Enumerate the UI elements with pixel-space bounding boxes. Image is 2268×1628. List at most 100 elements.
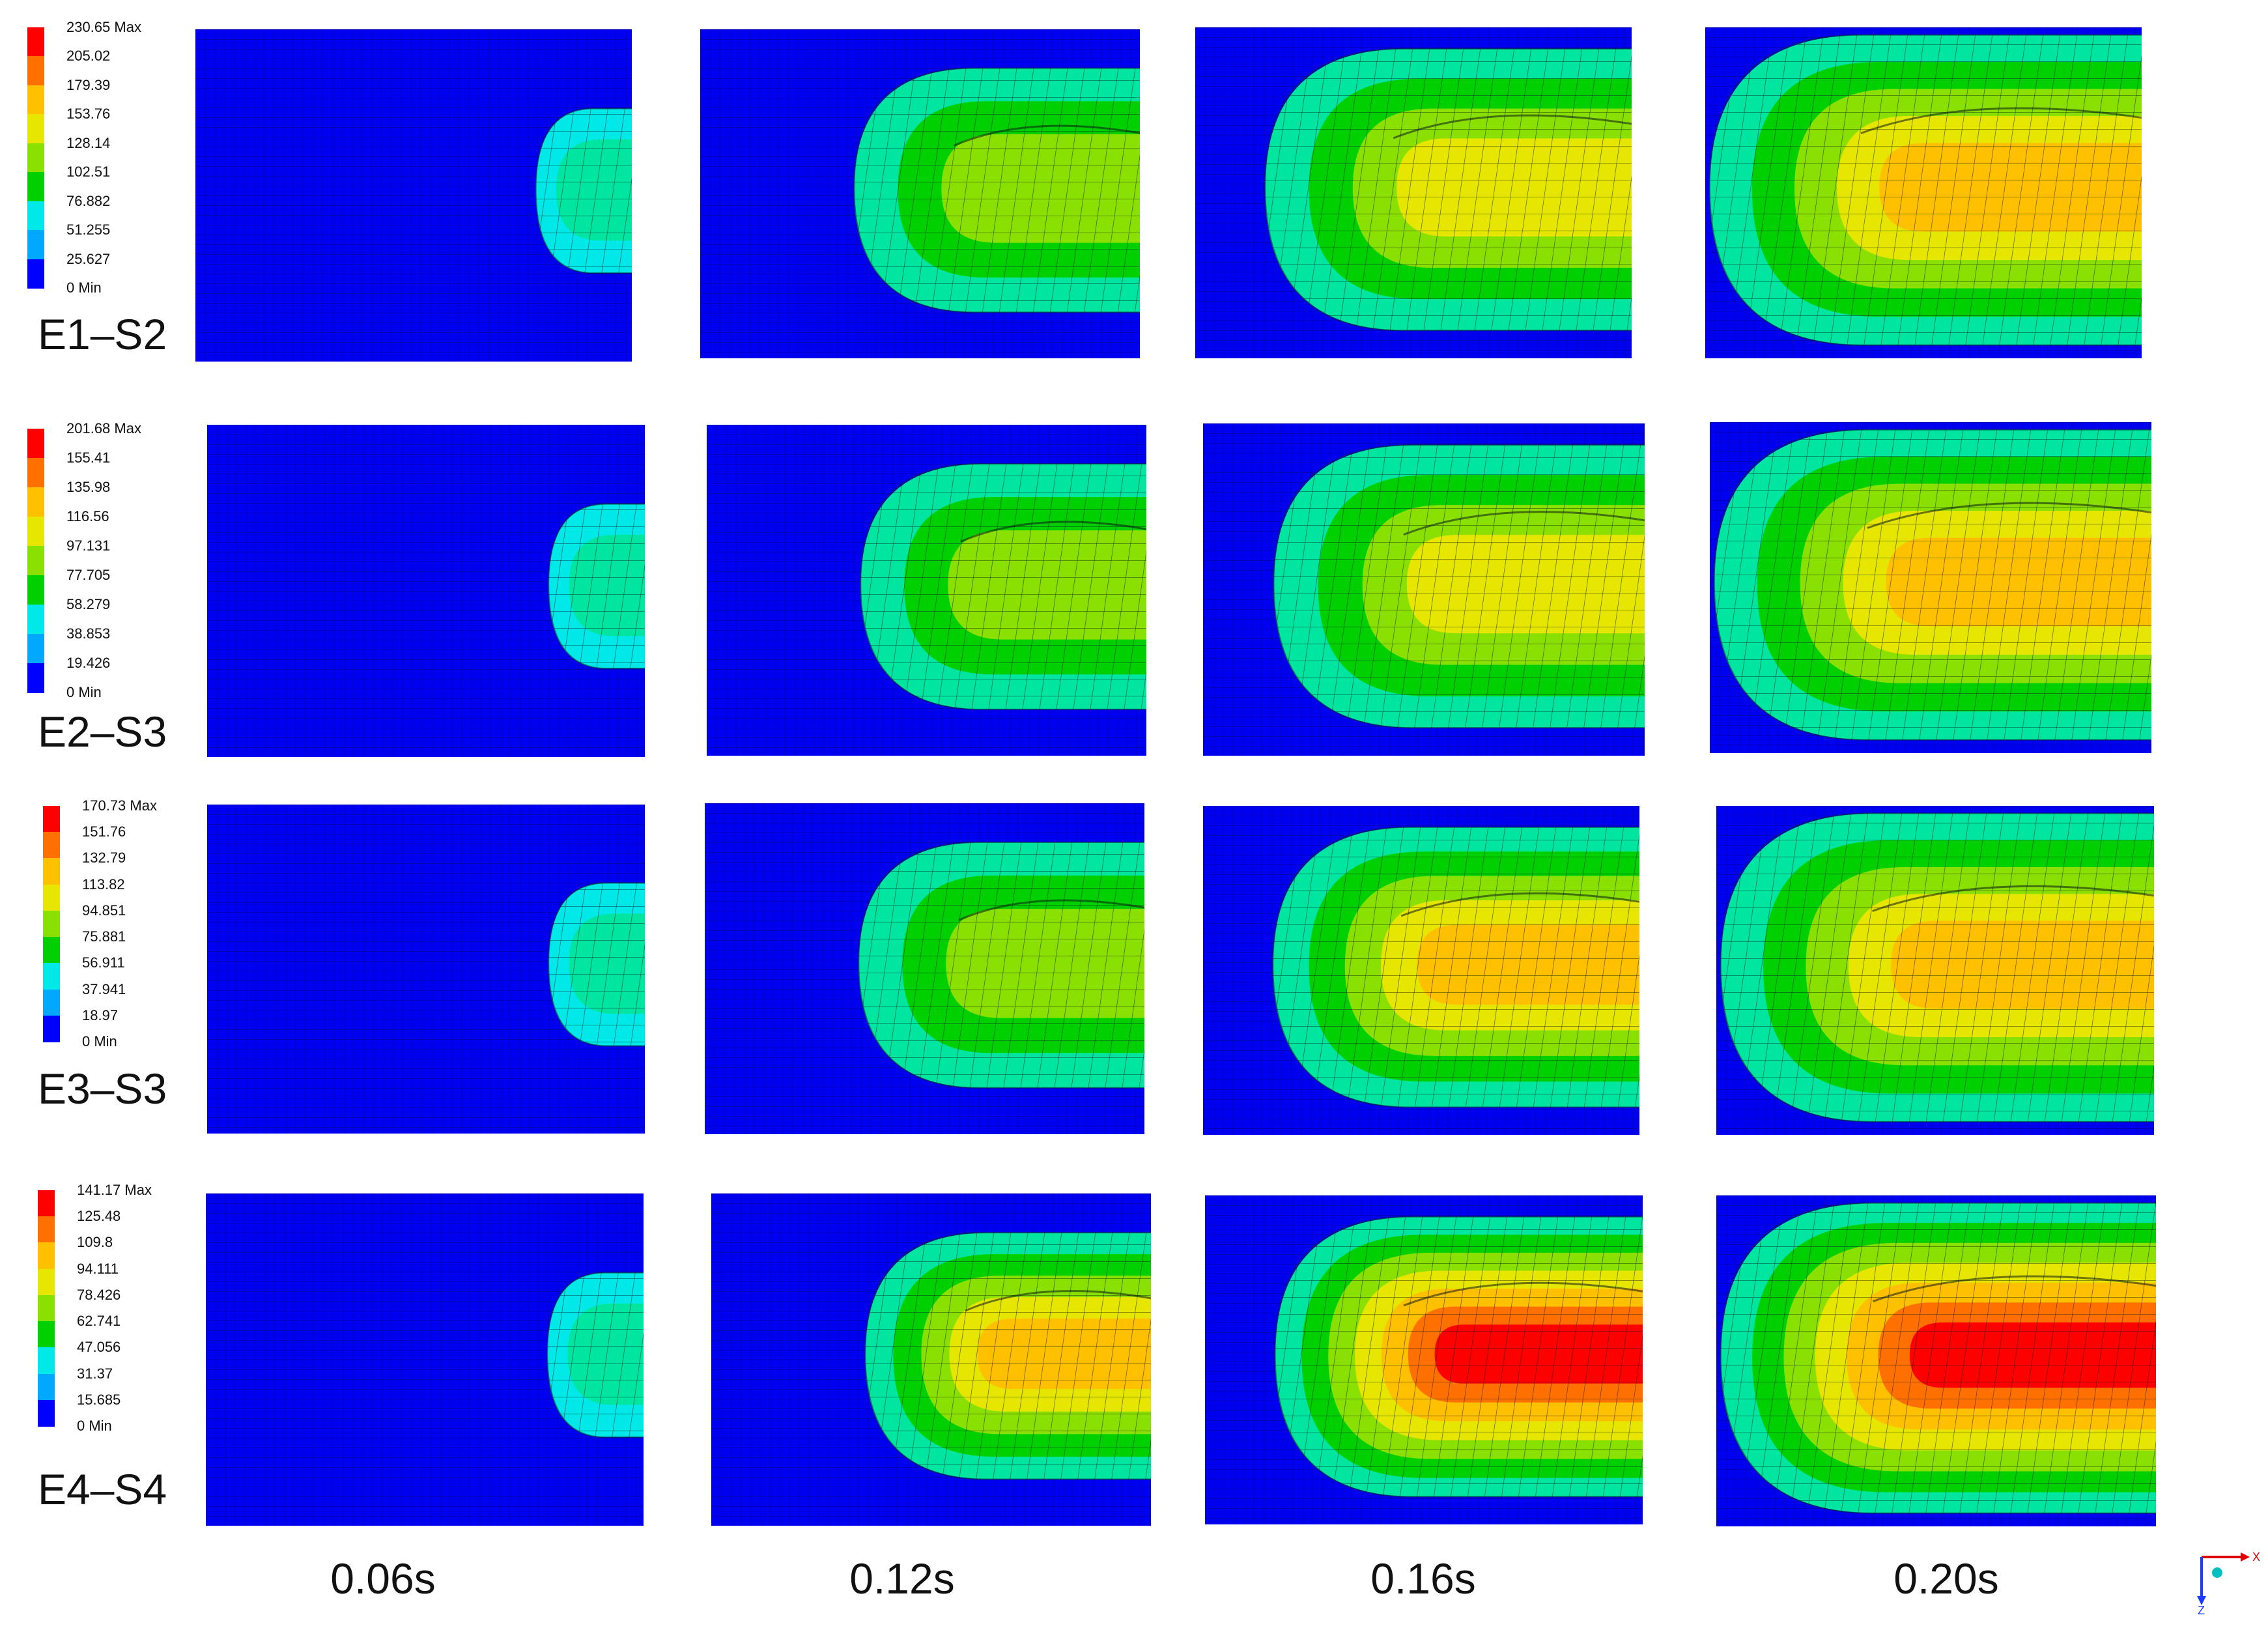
row-label-e4-s4: E4–S4 [38, 1465, 167, 1513]
legend-swatch [38, 1268, 55, 1296]
legend-value: 113.82 [82, 876, 125, 893]
contour-panel-r3-t1 [207, 805, 645, 1134]
legend-value: 170.73 Max [82, 797, 157, 814]
contour-panel-r3-t4 [1716, 806, 2154, 1135]
legend-value: 94.111 [77, 1260, 119, 1277]
legend-swatch [43, 989, 60, 1016]
contour-panel-r1-t3 [1195, 27, 1632, 358]
axis-z-label: Z [2198, 1604, 2205, 1616]
row-label-e1-s2: E1–S2 [38, 310, 167, 358]
legend-swatch [27, 517, 44, 547]
legend-value: 102.51 [66, 164, 111, 180]
contour-panel-r3-t2 [705, 803, 1144, 1134]
legend-value: 37.941 [82, 980, 126, 997]
contour-panel-r3-t3 [1203, 806, 1639, 1135]
legend-value: 135.98 [66, 479, 111, 495]
contour-panel-r1-t1 [195, 29, 632, 362]
legend-swatch [43, 1015, 60, 1042]
axis-triad-icon: X Z [2197, 1550, 2260, 1616]
legend-value: 153.76 [66, 106, 111, 122]
legend-swatch [27, 259, 44, 289]
legend-value: 31.37 [77, 1365, 113, 1382]
legend-swatch [27, 663, 44, 693]
contour-panel-r4-t1 [206, 1193, 644, 1526]
legend-swatch [38, 1294, 55, 1322]
legend-swatch [27, 546, 44, 576]
legend-value: 230.65 Max [66, 19, 141, 35]
legend-swatch [38, 1347, 55, 1375]
legend-value: 151.76 [82, 823, 126, 840]
legend-value: 62.741 [77, 1313, 121, 1330]
row-label-e2-s3: E2–S3 [38, 707, 167, 756]
legend-swatch [43, 910, 60, 938]
time-label-020: 0.20s [1893, 1554, 1999, 1603]
legend-swatch [38, 1373, 55, 1401]
legend-value: 0 Min [77, 1418, 112, 1434]
legend-value: 18.97 [82, 1007, 119, 1023]
legend-swatch [27, 487, 44, 517]
legend-swatch [27, 56, 44, 86]
legend-swatch [43, 806, 60, 833]
time-label-012: 0.12s [849, 1554, 955, 1603]
legend-value: 76.882 [66, 192, 111, 209]
legend-swatch [43, 963, 60, 990]
time-label-006: 0.06s [330, 1554, 436, 1603]
row-label-e3-s3: E3–S3 [38, 1064, 167, 1113]
contour-panel-r4-t4 [1716, 1195, 2156, 1526]
legend-swatch [27, 201, 44, 231]
contour-panel-r2-t4 [1710, 422, 2151, 753]
legend-value: 78.426 [77, 1286, 121, 1303]
contour-panel-r4-t3 [1205, 1195, 1643, 1524]
contour-panel-r2-t3 [1203, 423, 1645, 756]
legend-swatch [27, 634, 44, 664]
legend-value: 201.68 Max [66, 420, 141, 436]
legend-swatch [38, 1399, 55, 1427]
legend-value: 141.17 Max [77, 1182, 152, 1198]
legend-value: 51.255 [66, 221, 111, 238]
legend-value: 15.685 [77, 1391, 121, 1408]
legend-value: 94.851 [82, 902, 126, 919]
legend-swatch [27, 458, 44, 488]
legend-value: 56.911 [82, 954, 125, 971]
legend-value: 75.881 [82, 928, 126, 945]
legend-swatch [27, 172, 44, 202]
legend-value: 0 Min [66, 279, 102, 296]
legend-value: 19.426 [66, 655, 111, 671]
legend-swatch [27, 85, 44, 115]
contour-panel-r2-t1 [207, 425, 645, 757]
legend-swatch [38, 1242, 55, 1270]
contour-panel-r1-t4 [1705, 27, 2142, 358]
legend-swatch [27, 230, 44, 260]
legend-value: 58.279 [66, 596, 111, 612]
contour-panel-r2-t2 [707, 425, 1146, 756]
legend-swatch [43, 884, 60, 911]
contour-panel-r1-t2 [700, 29, 1140, 358]
legend-value: 132.79 [82, 850, 126, 866]
legend-value: 0 Min [82, 1033, 117, 1050]
legend-swatch [38, 1321, 55, 1349]
legend-swatch [27, 27, 44, 57]
legend-value: 109.8 [77, 1234, 113, 1251]
axis-x-label: X [2252, 1550, 2260, 1564]
time-label-016: 0.16s [1370, 1554, 1476, 1603]
legend-swatch [27, 114, 44, 144]
legend-swatch [38, 1216, 55, 1244]
legend-swatch [27, 143, 44, 173]
legend-value: 97.131 [66, 537, 111, 554]
legend-value: 38.853 [66, 625, 111, 642]
legend-value: 25.627 [66, 250, 111, 267]
legend-value: 125.48 [77, 1208, 121, 1225]
legend-swatch [27, 605, 44, 635]
legend-value: 205.02 [66, 48, 111, 64]
legend-swatch [43, 858, 60, 885]
legend-swatch [38, 1190, 55, 1218]
legend-value: 77.705 [66, 567, 111, 583]
legend-swatch [43, 937, 60, 964]
legend-swatch [27, 429, 44, 459]
legend-value: 179.39 [66, 76, 111, 93]
legend-value: 0 Min [66, 684, 102, 700]
legend-value: 128.14 [66, 134, 111, 151]
legend-value: 155.41 [66, 450, 111, 466]
legend-value: 116.56 [66, 508, 109, 524]
legend-swatch [27, 575, 44, 605]
